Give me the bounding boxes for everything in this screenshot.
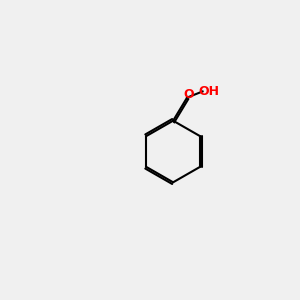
Text: O: O xyxy=(183,88,194,101)
Text: OH: OH xyxy=(198,85,219,98)
